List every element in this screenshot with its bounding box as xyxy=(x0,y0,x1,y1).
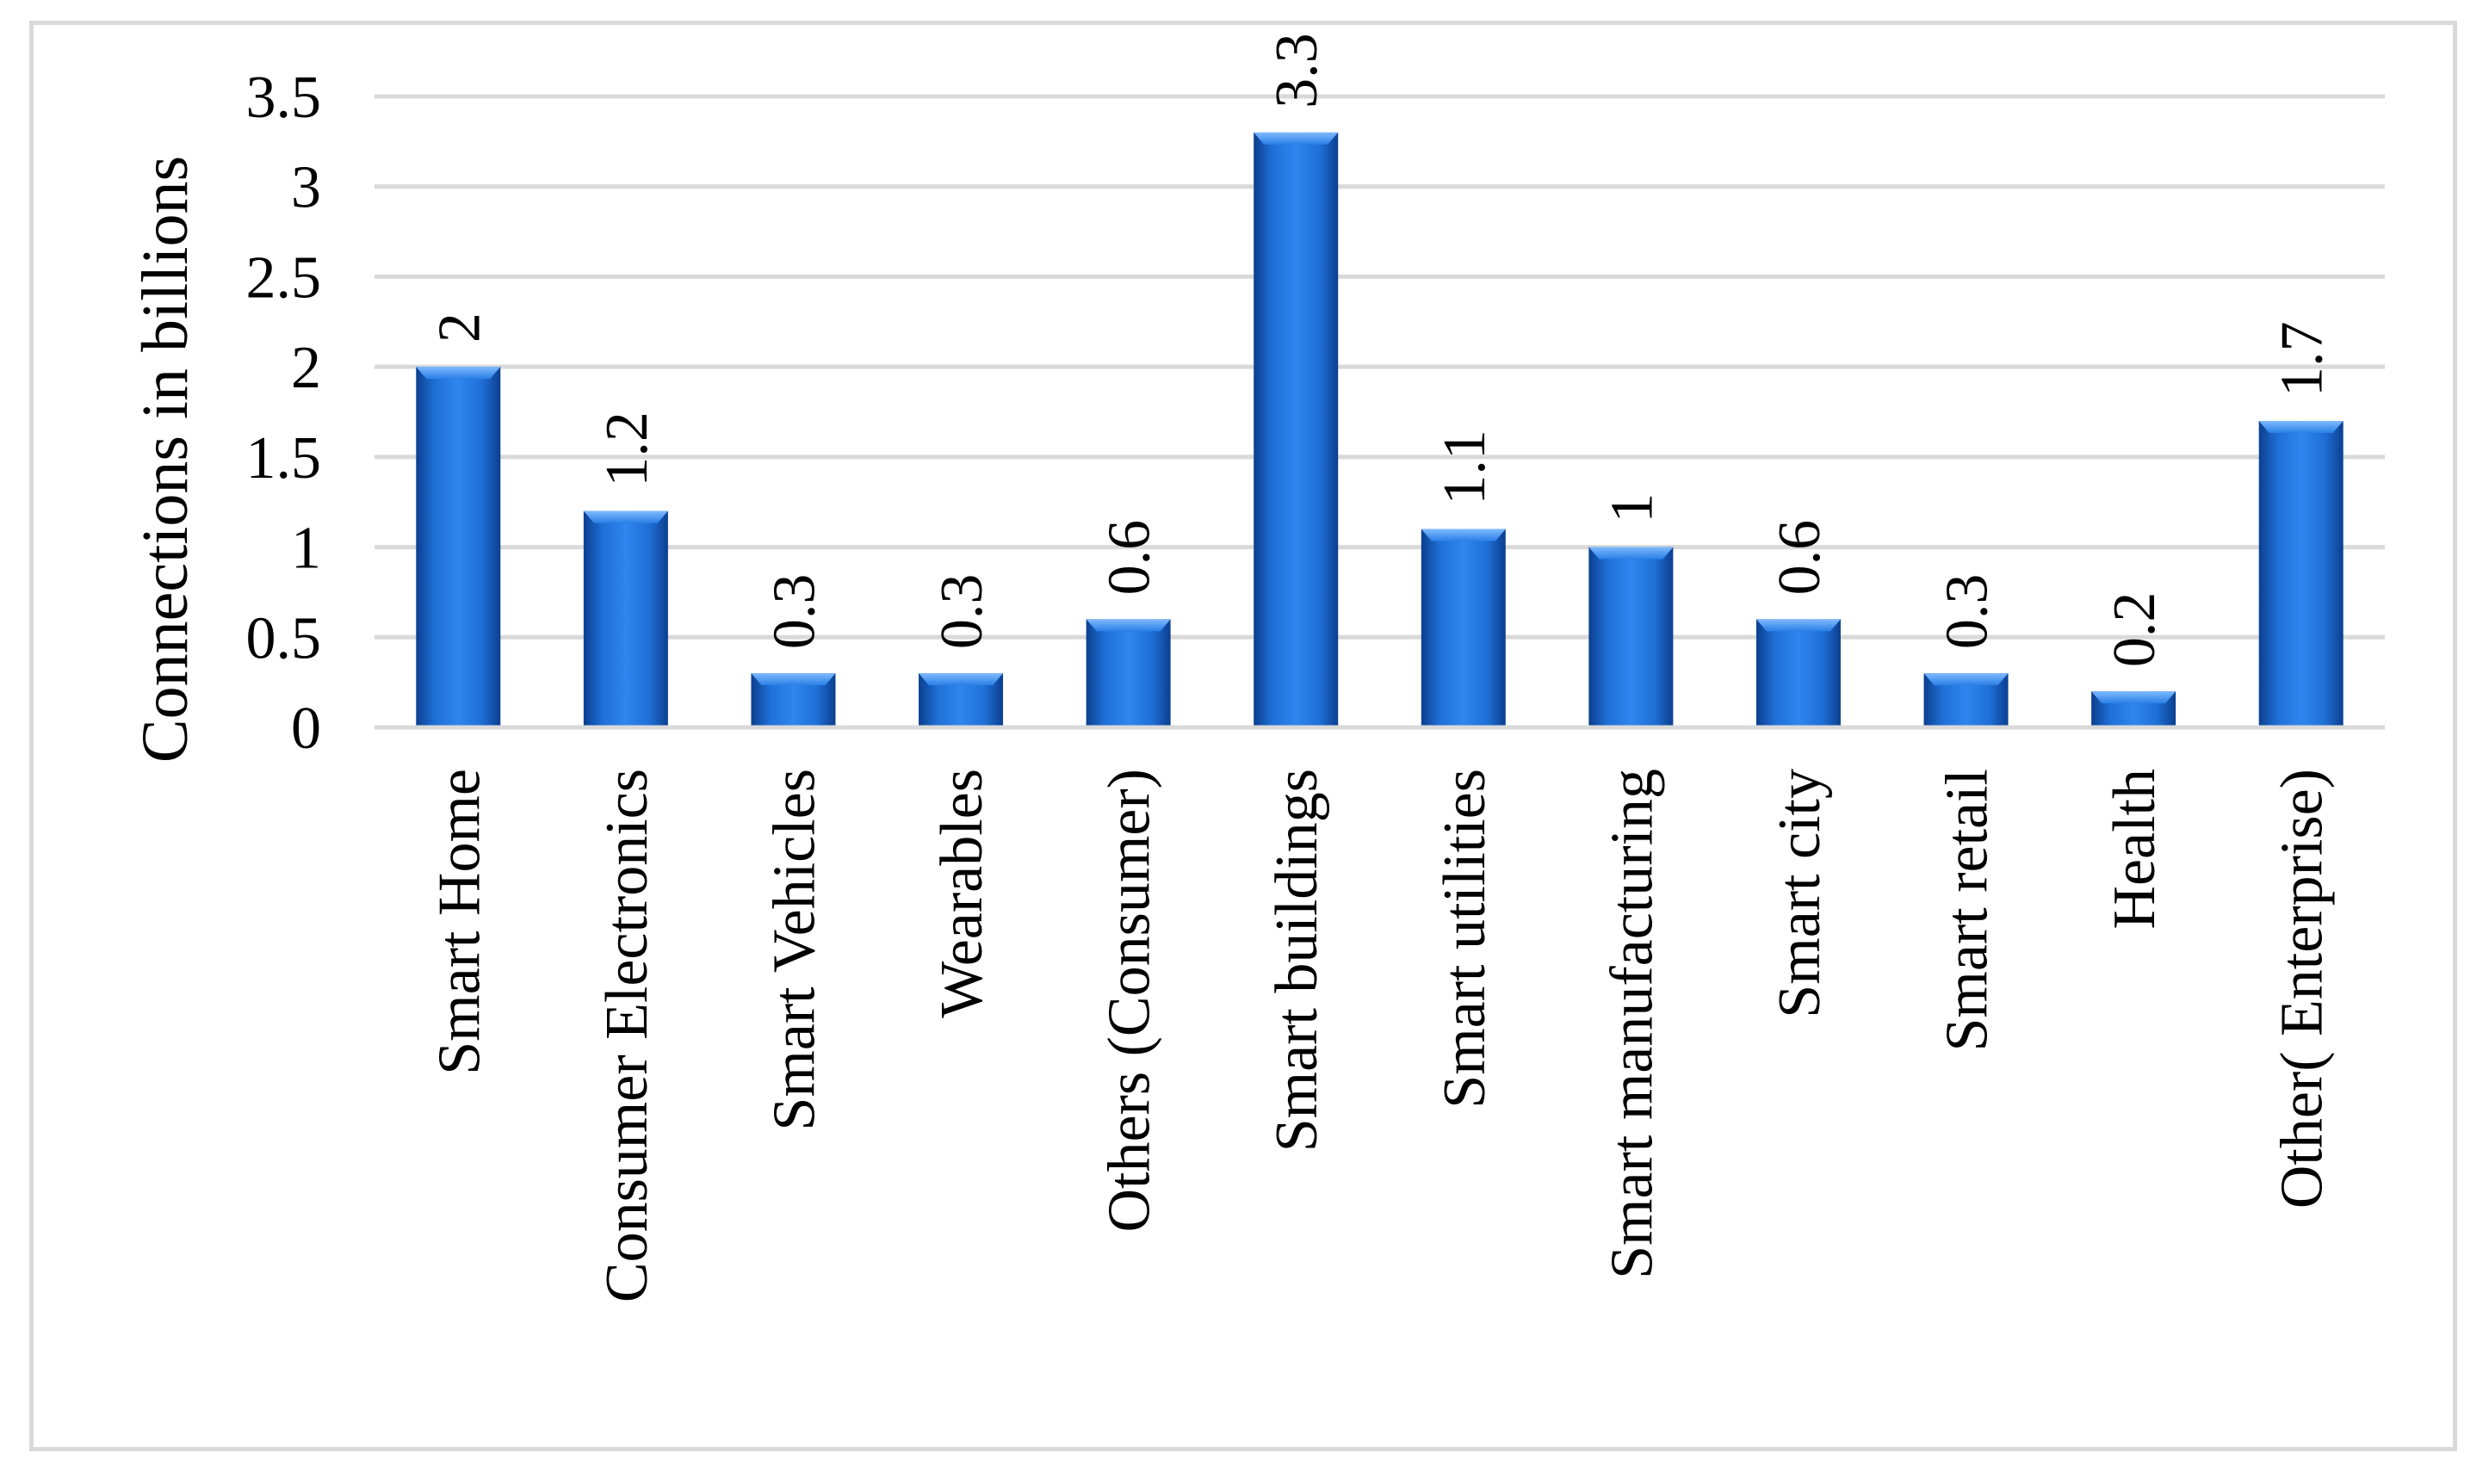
data-label: 1 xyxy=(1599,493,1665,523)
data-label: 1.7 xyxy=(2269,321,2336,397)
data-label: 0.6 xyxy=(1767,520,1833,596)
y-axis-label: Connections in billions xyxy=(129,156,201,763)
y-tick-label: 1 xyxy=(291,516,321,582)
bar-cap xyxy=(2258,420,2343,433)
bar xyxy=(583,510,668,727)
bar-body xyxy=(1421,529,1506,727)
bar xyxy=(1254,132,1339,727)
x-category-label: Consumer Electronics xyxy=(594,769,660,1302)
bar xyxy=(751,673,836,727)
data-label: 0.6 xyxy=(1097,520,1163,596)
data-label: 2 xyxy=(426,312,492,343)
x-category-label: Other( Enterprise) xyxy=(2269,769,2336,1209)
data-label: 0.3 xyxy=(929,574,995,650)
data-label: 0.2 xyxy=(2102,592,2168,668)
bar-cap xyxy=(1421,529,1506,541)
bar-cap xyxy=(583,510,668,523)
bar-body xyxy=(1086,619,1171,727)
y-tick-label: 3.5 xyxy=(246,65,322,131)
bar-cap xyxy=(1588,547,1674,560)
bar xyxy=(1588,547,1674,727)
y-tick-label: 1.5 xyxy=(246,425,322,492)
bar xyxy=(919,673,1004,727)
bar-body xyxy=(1254,132,1339,727)
data-label: 0.3 xyxy=(761,574,827,650)
y-tick-label: 2 xyxy=(291,335,321,401)
data-label: 1.1 xyxy=(1432,430,1498,505)
x-category-label: Smart manufacturing xyxy=(1599,769,1665,1279)
bars xyxy=(416,132,2343,727)
x-category-label: Wearables xyxy=(929,769,995,1018)
bar-cap xyxy=(416,367,501,380)
y-axis-tick-labels: 0 0.5 1 1.5 2 2.5 3 3.5 xyxy=(246,65,322,762)
data-label: 1.2 xyxy=(594,411,660,487)
bar xyxy=(2091,691,2176,727)
bar-cap xyxy=(2091,691,2176,704)
gridlines xyxy=(375,94,2385,640)
y-tick-label: 2.5 xyxy=(246,244,322,311)
bar-body xyxy=(1588,547,1674,727)
x-category-label: Others (Consumer) xyxy=(1097,769,1163,1233)
bar xyxy=(2258,420,2343,727)
bar xyxy=(1755,619,1841,727)
x-category-label: Smart city xyxy=(1767,769,1833,1018)
x-category-label: Smart buildings xyxy=(1264,769,1330,1152)
bar-body xyxy=(416,367,501,727)
bar-body xyxy=(2258,420,2343,727)
data-label: 0.3 xyxy=(1935,574,2001,650)
bar-cap xyxy=(1755,619,1841,632)
bar xyxy=(416,367,501,727)
x-category-label: Smart utilities xyxy=(1432,769,1498,1109)
bar-cap xyxy=(919,673,1004,686)
bar xyxy=(1086,619,1171,727)
bar-cap xyxy=(1254,132,1339,145)
data-labels: 2 1.2 0.3 0.3 0.6 3.3 1.1 1 0.6 0.3 0.2 1.7 xyxy=(426,33,2335,667)
bar-cap xyxy=(1086,619,1171,632)
x-category-label: Smart Home xyxy=(426,769,492,1075)
y-tick-label: 0.5 xyxy=(246,605,322,671)
bar xyxy=(1421,529,1506,727)
bar-cap xyxy=(751,673,836,686)
bar-cap xyxy=(1923,673,2009,686)
x-category-label: Smart Vehicles xyxy=(761,769,827,1131)
y-tick-label: 3 xyxy=(291,155,321,221)
x-category-label: Smart retail xyxy=(1935,769,2001,1052)
chart-frame xyxy=(29,21,2457,1451)
y-tick-label: 0 xyxy=(291,696,321,762)
data-label: 3.3 xyxy=(1264,33,1330,108)
x-axis-category-labels: Smart Home Consumer Electronics Smart Vehi… xyxy=(426,769,2335,1302)
bar-body xyxy=(1755,619,1841,727)
bar xyxy=(1923,673,2009,727)
bar-body xyxy=(583,510,668,727)
x-category-label: Health xyxy=(2102,769,2168,930)
